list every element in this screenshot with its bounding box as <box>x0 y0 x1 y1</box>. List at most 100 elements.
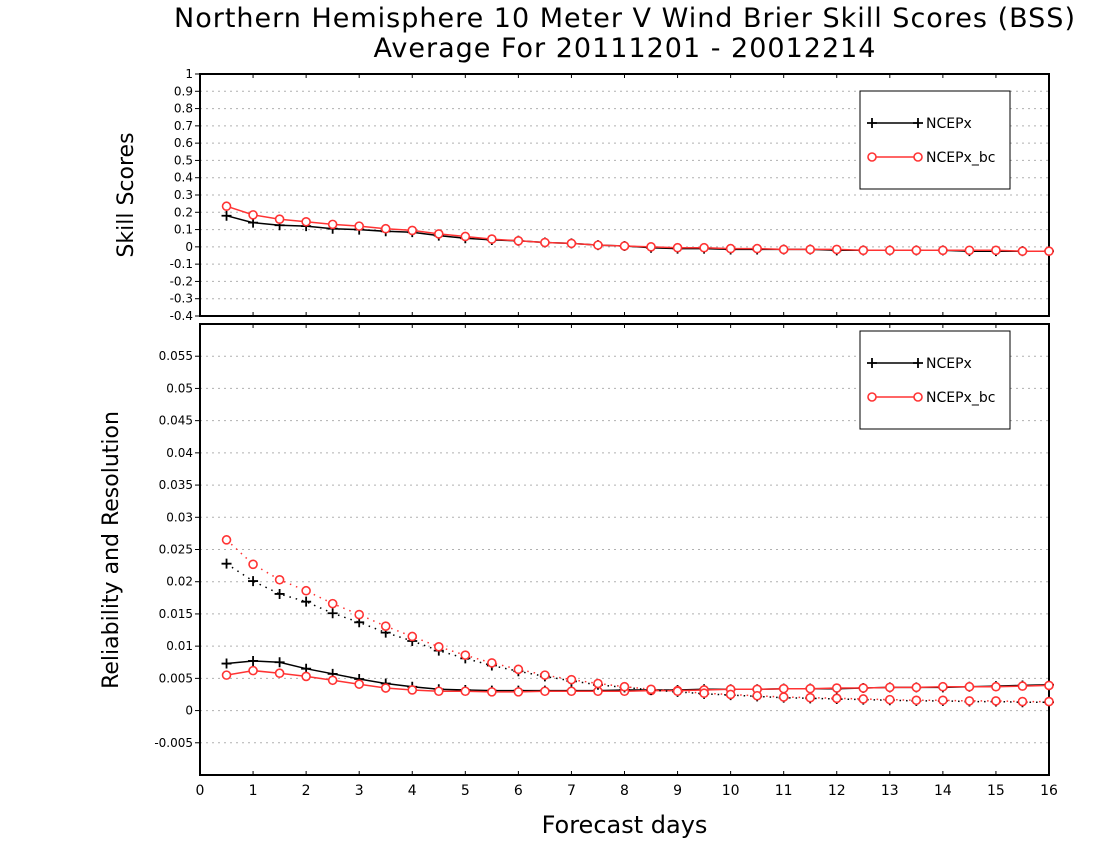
series-line <box>226 563 1049 703</box>
data-point <box>1017 681 1028 691</box>
data-point <box>566 686 577 697</box>
y-tick-label: 0.055 <box>159 349 193 363</box>
data-point <box>433 686 444 697</box>
x-tick-label: 16 <box>1040 783 1058 799</box>
data-point <box>831 683 842 693</box>
data-point <box>938 695 948 706</box>
data-point <box>221 210 232 221</box>
data-point <box>433 229 444 239</box>
legend-label: NCEPx_bc <box>926 150 995 166</box>
legend-marker <box>867 392 877 402</box>
data-point <box>274 214 285 224</box>
data-point <box>433 641 444 652</box>
data-point <box>487 234 497 244</box>
y-tick-label: 0.015 <box>159 607 193 621</box>
data-point <box>248 210 258 220</box>
data-point <box>1044 680 1054 691</box>
data-point <box>778 692 789 702</box>
data-point <box>221 658 232 669</box>
data-point <box>354 609 364 620</box>
data-point <box>354 221 364 231</box>
y-tick-label: 0.4 <box>174 171 193 185</box>
y-tick-label: 0 <box>185 240 193 254</box>
data-point <box>221 535 232 545</box>
data-point <box>938 681 948 692</box>
data-point <box>991 245 1001 256</box>
data-point <box>248 665 258 676</box>
data-point <box>646 242 656 252</box>
data-point <box>460 650 471 660</box>
data-point <box>831 693 842 704</box>
series-line <box>226 660 1050 692</box>
data-point <box>248 559 258 570</box>
legend-label: NCEPx_bc <box>926 390 995 406</box>
data-point <box>301 671 311 682</box>
data-point <box>593 240 603 250</box>
data-point <box>725 689 736 700</box>
data-point <box>911 245 922 256</box>
chart-title-line-2: Average For 20111201 - 20012214 <box>373 33 877 64</box>
data-point <box>248 576 259 587</box>
data-point <box>991 696 1001 706</box>
data-point <box>274 588 285 599</box>
data-point <box>752 243 762 254</box>
data-point <box>327 598 338 609</box>
y-tick-label: 0.01 <box>166 639 193 653</box>
data-point <box>513 664 524 675</box>
y-tick-label: -0.3 <box>170 292 193 306</box>
data-point <box>699 688 709 698</box>
data-point <box>752 690 762 701</box>
x-tick-label: 7 <box>567 783 576 799</box>
x-tick-label: 9 <box>673 783 682 799</box>
legend-label: NCEPx <box>926 356 972 372</box>
data-point <box>327 675 338 686</box>
data-point <box>805 692 816 703</box>
y-axis-label: Skill Scores <box>114 132 139 257</box>
data-point <box>274 574 285 585</box>
data-point <box>513 687 524 697</box>
data-point <box>301 216 311 227</box>
data-point <box>885 682 895 693</box>
data-point <box>885 694 895 705</box>
data-point <box>513 236 524 246</box>
data-point <box>991 681 1001 692</box>
data-point <box>964 681 975 692</box>
y-tick-label: -0.005 <box>154 736 193 750</box>
data-point <box>699 242 709 253</box>
x-tick-label: 2 <box>302 783 311 799</box>
data-point <box>380 223 391 234</box>
data-point <box>566 238 577 249</box>
data-point <box>858 694 869 704</box>
data-point <box>274 657 285 668</box>
data-point <box>858 683 869 693</box>
legend-marker <box>867 358 877 368</box>
data-point <box>593 678 603 689</box>
data-point <box>274 668 285 679</box>
x-tick-label: 5 <box>461 783 470 799</box>
y-tick-label: 0.03 <box>166 510 193 524</box>
data-point <box>964 696 975 706</box>
y-tick-label: 0.05 <box>166 381 193 395</box>
data-point <box>911 682 922 693</box>
y-tick-label: 0.025 <box>159 543 193 557</box>
data-point <box>619 241 630 251</box>
y-tick-label: 0.04 <box>166 446 193 460</box>
data-point <box>964 245 975 256</box>
x-tick-label: 13 <box>881 783 899 799</box>
x-tick-label: 12 <box>828 783 846 799</box>
data-point <box>1044 246 1054 256</box>
data-point <box>566 674 577 685</box>
data-point <box>805 244 816 255</box>
data-point <box>460 686 471 697</box>
data-point <box>858 245 869 256</box>
data-point <box>831 244 842 255</box>
legend-marker <box>867 152 877 162</box>
data-point <box>407 225 418 236</box>
y-tick-label: 0.6 <box>174 136 193 150</box>
data-point <box>487 687 497 697</box>
data-point <box>221 670 232 680</box>
y-tick-label: 0 <box>185 704 193 718</box>
y-tick-label: 1 <box>185 67 193 81</box>
y-tick-label: -0.1 <box>170 257 193 271</box>
y-tick-label: 0.3 <box>174 188 193 202</box>
